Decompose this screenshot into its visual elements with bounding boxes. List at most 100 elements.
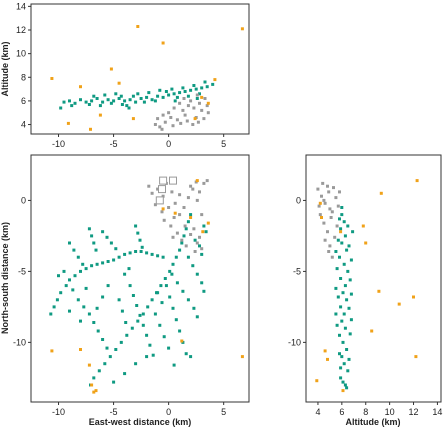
data-point: [162, 335, 166, 339]
data-point: [338, 255, 341, 259]
data-point: [341, 389, 345, 393]
data-point: [84, 267, 88, 271]
panel-ew-altitude-yticks: 4 6 8 10 12 14: [16, 1, 31, 130]
data-point: [142, 100, 146, 104]
data-point: [336, 204, 340, 208]
data-point: [315, 379, 319, 383]
data-point: [193, 117, 197, 121]
data-point: [206, 111, 210, 115]
data-point: [117, 255, 121, 259]
data-point: [341, 380, 345, 384]
data-point: [160, 301, 164, 305]
data-point: [106, 284, 110, 288]
panel-plan-view-xticks: -10 -5 0 5: [52, 402, 226, 417]
y-tick-label: 4: [21, 120, 26, 130]
data-point: [141, 312, 145, 316]
data-point: [98, 113, 102, 117]
data-point: [339, 230, 343, 234]
data-point: [205, 85, 209, 89]
data-point: [79, 98, 82, 102]
data-point: [68, 278, 71, 282]
data-point: [195, 272, 199, 276]
data-point: [153, 99, 157, 103]
data-point: [90, 383, 94, 387]
data-point: [333, 235, 337, 239]
data-point: [103, 93, 107, 97]
data-point: [153, 203, 157, 207]
data-point: [200, 247, 204, 251]
data-point: [87, 103, 91, 106]
data-point: [340, 241, 344, 245]
data-point: [196, 120, 200, 124]
data-point: [332, 186, 335, 190]
data-point: [170, 87, 174, 91]
data-point: [101, 295, 105, 299]
data-point: [79, 348, 82, 351]
data-point: [192, 84, 196, 87]
data-point: [125, 104, 129, 108]
data-point: [202, 181, 206, 185]
data-point: [120, 309, 124, 313]
data-point: [169, 116, 173, 119]
data-point: [131, 94, 135, 98]
data-point: [124, 321, 128, 324]
y-tick-label: -5: [293, 266, 301, 276]
data-point: [127, 267, 131, 271]
data-point: [182, 97, 186, 100]
data-point: [189, 88, 193, 92]
data-point: [347, 306, 351, 310]
data-point: [345, 248, 349, 252]
data-point: [370, 329, 374, 333]
data-point: [158, 323, 162, 327]
data-point: [138, 238, 142, 242]
data-point: [189, 184, 193, 188]
data-point: [327, 250, 331, 253]
data-point: [105, 346, 109, 350]
data-point: [105, 235, 109, 239]
y-tick-label: 0: [296, 195, 301, 205]
data-point: [318, 201, 322, 205]
data-point: [326, 184, 329, 188]
data-point: [174, 318, 178, 322]
data-point: [117, 81, 121, 85]
data-point: [180, 339, 184, 343]
data-point: [145, 95, 149, 99]
data-point: [136, 92, 140, 96]
data-point: [167, 93, 171, 97]
data-point: [397, 302, 401, 306]
y-tick-label: 0: [21, 195, 26, 205]
data-point: [131, 117, 135, 121]
data-point: [71, 288, 75, 292]
data-point: [335, 224, 339, 228]
data-point: [193, 238, 197, 242]
panel-altitude-ns-xlabel: Altitude (km): [346, 417, 401, 427]
data-point: [364, 241, 368, 245]
data-point: [49, 312, 53, 316]
data-point: [150, 298, 154, 302]
data-point: [195, 198, 199, 202]
data-point: [79, 269, 82, 273]
data-point: [130, 326, 134, 330]
data-point: [168, 295, 172, 299]
x-tick-label: -5: [110, 407, 118, 417]
panel-plan-view-points: [49, 179, 244, 394]
data-point: [161, 95, 165, 99]
data-point: [90, 234, 94, 238]
data-point: [50, 77, 54, 80]
data-point: [184, 227, 188, 231]
data-point: [101, 230, 105, 234]
data-point: [164, 90, 168, 93]
data-point: [201, 230, 205, 234]
data-point: [112, 258, 116, 262]
data-point: [326, 230, 329, 234]
data-point: [195, 93, 199, 97]
data-point: [162, 218, 166, 222]
data-point: [178, 91, 182, 95]
data-point: [81, 262, 85, 266]
data-point: [145, 333, 149, 337]
y-tick-label: 6: [21, 96, 26, 106]
data-point: [82, 305, 86, 309]
square-marker: [169, 176, 177, 185]
data-point: [343, 383, 347, 387]
data-point: [377, 289, 381, 293]
